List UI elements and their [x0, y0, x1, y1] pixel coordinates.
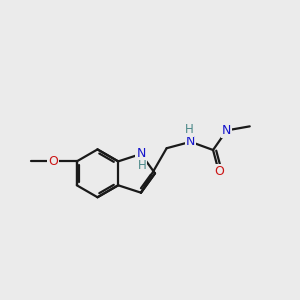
Text: N: N — [136, 148, 146, 160]
Text: O: O — [48, 155, 58, 168]
Text: H: H — [185, 123, 194, 136]
Text: N: N — [222, 124, 232, 137]
Text: N: N — [186, 135, 195, 148]
Text: H: H — [138, 159, 147, 172]
Text: O: O — [214, 166, 224, 178]
